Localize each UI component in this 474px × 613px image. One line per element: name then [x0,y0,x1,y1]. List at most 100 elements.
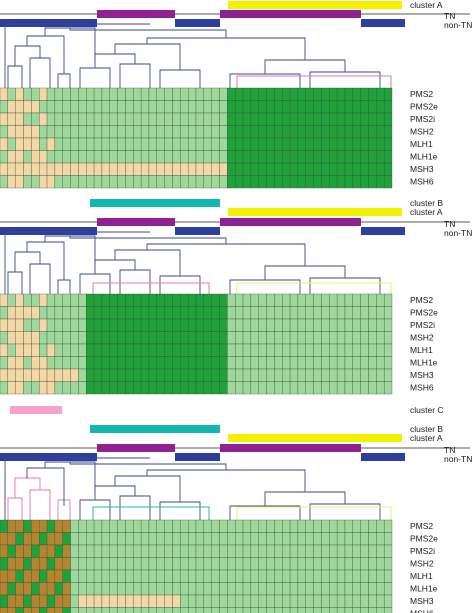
heatmap-cell [321,519,330,533]
heatmap-cell [172,582,181,596]
heatmap-cell [39,557,48,571]
heatmap-cell [211,582,220,596]
heatmap-cell [78,331,87,345]
heatmap-cell [321,306,330,320]
heatmap-cell [344,607,353,613]
heatmap-cell [23,557,32,571]
heatmap-cell [289,368,299,382]
heatmap-cell [313,607,322,613]
heatmap-cell [109,175,118,189]
heatmap-cell [258,137,267,151]
heatmap-cell [352,125,361,139]
heatmap-cell [274,137,283,151]
heatmap-cell [140,100,150,114]
heatmap-cell [109,137,118,151]
heatmap-cell [321,162,330,176]
heatmap-cell [305,175,314,189]
cluster-b-bar [90,425,220,433]
heatmap-cell [15,569,24,583]
heatmap-cell [180,125,189,139]
heatmap-cell [305,137,314,151]
heatmap-cell [23,87,32,101]
heatmap-cell [187,100,197,114]
heatmap-cell [46,175,56,189]
heatmap-cell [368,331,377,345]
heatmap-cell [383,607,393,613]
heatmap-cell [383,125,393,139]
heatmap-cell [0,331,9,345]
heatmap-cell [227,544,236,558]
heatmap-cell [321,557,330,571]
heatmap-cell [39,87,48,101]
heatmap-cell [305,125,314,139]
heatmap-cell [7,87,16,101]
heatmap-cell [383,381,393,395]
heatmap-cell [140,343,150,357]
heatmap-cell [125,594,134,608]
heatmap-cell [376,137,385,151]
heatmap-cell [360,125,369,139]
heatmap-cell [313,519,322,533]
heatmap-cell [148,293,157,307]
heatmap-cell [250,356,259,370]
heatmap-cell [266,162,275,176]
gene-label: PMS2 [410,89,433,99]
heatmap-cell [54,532,63,546]
heatmap-cell [93,569,103,583]
heatmap-cell [101,306,110,320]
heatmap-cell [39,569,48,583]
heatmap-cell [187,87,197,101]
heatmap-cell [352,137,361,151]
heatmap-cell [352,100,361,114]
heatmap-cell [23,532,32,546]
heatmap-cell [211,293,220,307]
heatmap-cell [140,125,150,139]
heatmap-cell [336,137,346,151]
heatmap-cell [140,532,150,546]
heatmap-cell [297,306,306,320]
heatmap-cell [46,318,56,332]
heatmap-cell [133,582,142,596]
heatmap-cell [148,125,157,139]
heatmap-cell [274,112,283,126]
non-tn-bar [175,453,220,461]
heatmap-cell [101,594,110,608]
heatmap-cell [274,175,283,189]
heatmap-cell [172,356,181,370]
heatmap-cell [23,582,32,596]
heatmap-cell [305,112,314,126]
heatmap-cell [297,318,306,332]
heatmap-cell [70,356,79,370]
heatmap-cell [344,162,353,176]
heatmap-cell [360,381,369,395]
heatmap-cell [195,544,205,558]
heatmap-cell [172,557,181,571]
heatmap-cell [117,293,126,307]
heatmap-cell [250,100,259,114]
heatmap-cell [172,306,181,320]
heatmap-cell [274,162,283,176]
heatmap-cell [0,557,9,571]
heatmap-cell [148,343,157,357]
heatmap-cell [125,343,134,357]
heatmap-cell [70,100,79,114]
heatmap-cell [180,607,189,613]
heatmap-cell [164,519,173,533]
heatmap-cell [117,100,126,114]
heatmap-cell [133,569,142,583]
gene-label: MSH3 [410,370,434,380]
heatmap-cell [172,293,181,307]
heatmap-cell [242,318,252,332]
heatmap-cell [23,162,32,176]
heatmap-cell [78,293,87,307]
heatmap-cell [54,137,63,151]
heatmap-cell [164,175,173,189]
heatmap-cell [31,112,40,126]
heatmap-cell [336,519,346,533]
heatmap-cell [101,519,110,533]
heatmap-cell [368,356,377,370]
heatmap-cell [187,607,197,613]
heatmap-cell [329,532,338,546]
heatmap-cell [219,87,228,101]
heatmap-cell [305,87,314,101]
